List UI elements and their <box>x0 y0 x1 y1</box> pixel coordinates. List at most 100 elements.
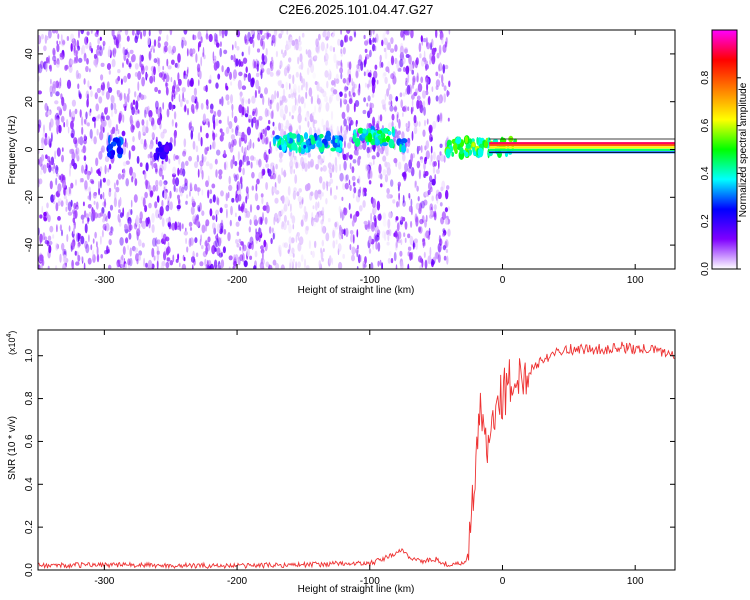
noise-cell <box>282 88 286 98</box>
noise-cell <box>85 111 88 120</box>
noise-cell <box>58 124 62 134</box>
noise-cell <box>219 128 223 133</box>
colorbar-tick-label: 0.4 <box>700 166 711 180</box>
noise-cell <box>279 108 284 118</box>
noise-cell <box>416 185 419 192</box>
noise-cell <box>384 161 388 168</box>
noise-cell <box>318 106 322 113</box>
noise-cell <box>339 163 341 172</box>
noise-cell <box>72 227 75 235</box>
noise-cell <box>351 246 356 255</box>
noise-cell <box>428 181 432 191</box>
noise-cell <box>446 185 450 190</box>
noise-cell <box>431 260 436 265</box>
noise-cell <box>395 96 399 102</box>
noise-cell <box>325 198 328 205</box>
noise-cell <box>257 119 259 127</box>
noise-cell <box>182 148 187 155</box>
noise-cell <box>270 237 273 245</box>
noise-cell <box>130 209 133 215</box>
noise-cell <box>424 119 426 127</box>
noise-cell <box>201 224 206 234</box>
noise-cell <box>142 30 147 37</box>
noise-cell <box>104 156 110 163</box>
noise-cell <box>362 262 365 269</box>
noise-cell <box>439 30 443 34</box>
noise-cell <box>61 147 64 152</box>
noise-cell <box>288 73 292 80</box>
noise-cell <box>57 216 61 221</box>
noise-cell <box>297 236 300 241</box>
noise-cell <box>167 241 170 248</box>
noise-cell <box>403 232 406 237</box>
noise-cell <box>87 257 92 265</box>
noise-cell <box>349 244 352 251</box>
noise-cell <box>265 182 268 190</box>
noise-cell <box>250 78 255 88</box>
noise-cell <box>314 240 317 249</box>
noise-cell <box>336 185 338 190</box>
noise-cell <box>231 103 234 111</box>
noise-cell <box>438 73 441 79</box>
noise-cell <box>86 58 89 65</box>
noise-cell <box>258 158 262 168</box>
noise-cell <box>215 118 219 127</box>
noise-cell <box>151 213 155 223</box>
noise-cell <box>189 190 191 197</box>
noise-cell <box>260 69 263 80</box>
signal-cell <box>107 143 114 150</box>
noise-cell <box>173 93 176 100</box>
noise-cell <box>241 131 245 139</box>
noise-cell <box>45 154 48 159</box>
noise-cell <box>248 118 251 123</box>
noise-cell <box>169 30 173 36</box>
noise-cell <box>50 78 52 85</box>
noise-cell <box>415 57 419 66</box>
noise-cell <box>376 200 381 211</box>
noise-cell <box>105 217 108 222</box>
noise-cell <box>187 79 190 88</box>
noise-cell <box>60 115 65 123</box>
noise-cell <box>215 238 220 248</box>
noise-cell <box>423 251 426 258</box>
noise-cell <box>296 191 300 197</box>
noise-cell <box>422 38 427 43</box>
noise-cell <box>383 72 387 77</box>
noise-cell <box>95 157 99 167</box>
signal-cell <box>298 145 302 154</box>
noise-cell <box>118 42 122 49</box>
noise-cell <box>443 85 447 92</box>
noise-cell <box>50 194 55 203</box>
noise-cell <box>384 107 387 112</box>
noise-cell <box>426 76 431 85</box>
noise-cell <box>380 183 383 188</box>
noise-cell <box>142 125 147 135</box>
noise-cell <box>316 98 321 105</box>
noise-cell <box>195 53 198 63</box>
noise-cell <box>92 238 95 244</box>
noise-cell <box>53 162 55 170</box>
noise-cell <box>376 151 380 158</box>
noise-cell <box>252 39 255 49</box>
noise-cell <box>445 189 449 200</box>
snr-frame <box>37 329 676 571</box>
noise-cell <box>367 95 371 102</box>
spectrogram-x-label: Height of straight line (km) <box>298 285 415 296</box>
noise-cell <box>191 95 196 103</box>
signal-segment <box>352 125 396 149</box>
noise-cell <box>209 189 213 195</box>
noise-cell <box>106 63 112 70</box>
noise-cell <box>314 81 318 85</box>
noise-cell <box>77 243 80 249</box>
noise-cell <box>390 258 394 264</box>
noise-cell <box>148 116 153 122</box>
noise-cell <box>43 211 47 217</box>
noise-cell <box>302 214 306 221</box>
noise-cell <box>443 255 447 261</box>
noise-cell <box>291 93 294 98</box>
noise-cell <box>424 170 429 177</box>
noise-cell <box>165 79 168 89</box>
noise-cell <box>105 115 110 121</box>
noise-cell <box>187 107 189 116</box>
noise-cell <box>151 71 154 79</box>
